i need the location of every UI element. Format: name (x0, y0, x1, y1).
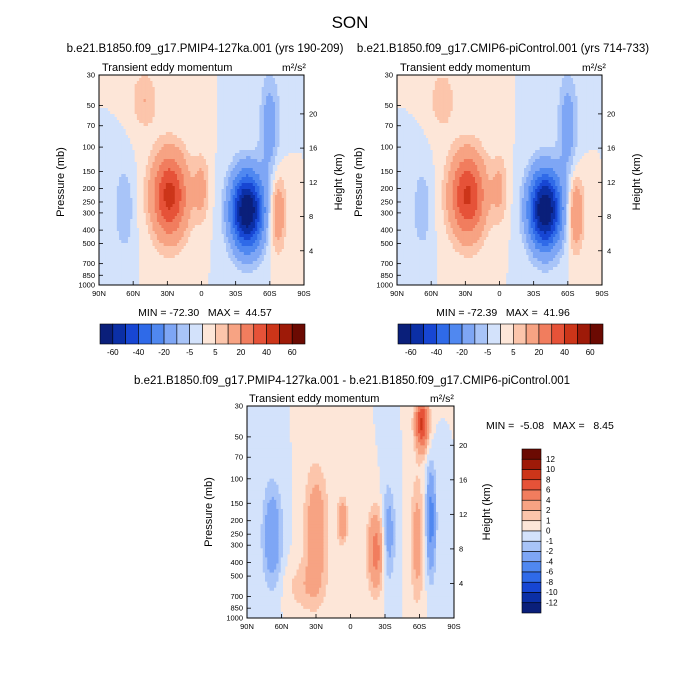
panel-title: b.e21.B1850.f09_g17.PMIP4-127ka.001 (yrs… (67, 43, 344, 55)
contour-plot: 90N 60N 30N 0 30S 60S 90S305070100150200250300… (78, 71, 317, 299)
figure-season-title: SON (332, 13, 369, 32)
panel-units: m²/s² (282, 62, 306, 74)
panel-127ka: b.e21.B1850.f09_g17.PMIP4-127ka.001 (yrs… (55, 43, 345, 357)
panel-left-label: Transient eddy momentum (102, 62, 232, 74)
